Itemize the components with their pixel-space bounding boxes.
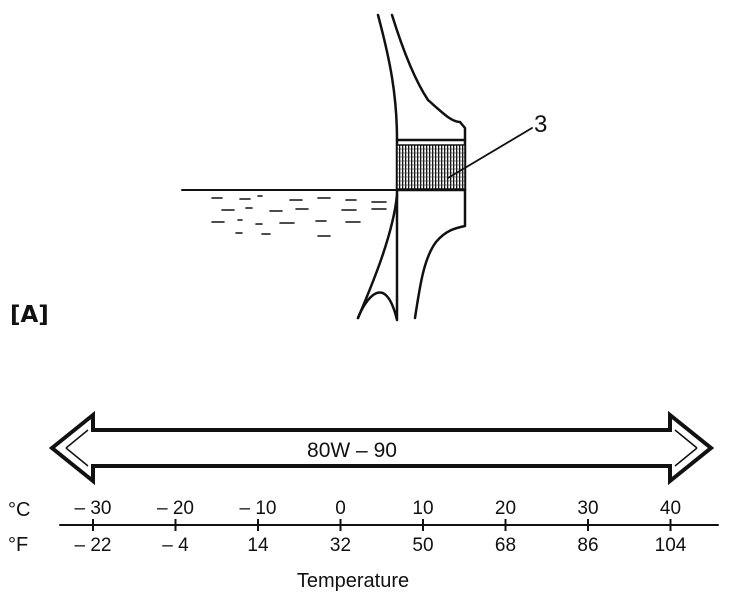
grade-label: 80W – 90 (307, 439, 397, 462)
celsius-tick-labels: – 30 – 20 – 10 0 10 20 30 40 (75, 498, 682, 519)
fahrenheit-tick-label: 50 (412, 535, 433, 556)
celsius-tick-label: 0 (335, 498, 346, 519)
fahrenheit-tick-labels: – 22 – 4 14 32 50 68 86 104 (75, 535, 687, 556)
celsius-tick-label: 40 (660, 498, 681, 519)
celsius-tick-label: 10 (412, 498, 433, 519)
fahrenheit-tick-label: 68 (495, 535, 516, 556)
celsius-tick-label: – 30 (75, 498, 112, 519)
fahrenheit-tick-label: 86 (577, 535, 598, 556)
casing-cross-section (181, 13, 533, 322)
celsius-tick-label: 20 (495, 498, 516, 519)
fahrenheit-tick-label: 32 (330, 535, 351, 556)
fahrenheit-unit: °F (8, 534, 28, 556)
scale-ticks (92, 519, 672, 531)
celsius-tick-label: – 20 (157, 498, 194, 519)
fahrenheit-tick-label: 14 (247, 535, 269, 556)
celsius-unit: °C (8, 499, 30, 521)
fahrenheit-tick-label: – 22 (75, 535, 112, 556)
filler-plug-thread (396, 144, 466, 190)
double-arrow-inner (65, 429, 698, 467)
double-arrow-outline (48, 410, 715, 486)
fahrenheit-tick-label: – 4 (162, 535, 189, 556)
celsius-tick-label: – 10 (240, 498, 277, 519)
oil-surface-dashes (211, 195, 387, 237)
temperature-scale: °C °F – 30 – 20 – 10 0 10 20 30 40 – 22 – 4 14 32 5… (8, 498, 719, 556)
viscosity-band (48, 410, 715, 486)
casing-outer-wall-lower (356, 193, 399, 320)
callout-leader-line (447, 127, 533, 179)
fahrenheit-tick-label: 104 (655, 535, 687, 556)
casing-outer-wall (356, 13, 399, 322)
callout-number: 3 (534, 111, 547, 138)
celsius-tick-label: 30 (577, 498, 598, 519)
panel-label: [A] (10, 302, 49, 328)
axis-title: Temperature (297, 570, 409, 592)
filler-plug-outline (395, 138, 467, 192)
casing-inner-wall (390, 13, 467, 320)
